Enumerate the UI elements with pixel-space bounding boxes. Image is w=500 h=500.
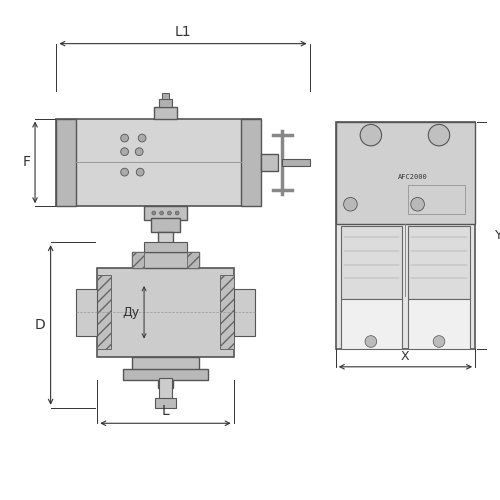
Bar bbox=[56, 118, 76, 206]
Circle shape bbox=[168, 211, 172, 215]
Text: F: F bbox=[22, 156, 30, 170]
Bar bbox=[56, 118, 261, 206]
Circle shape bbox=[120, 134, 128, 142]
Bar bbox=[122, 369, 208, 380]
Bar bbox=[154, 318, 177, 326]
Bar bbox=[151, 218, 180, 232]
Bar bbox=[187, 252, 198, 268]
Bar bbox=[144, 206, 187, 220]
Bar bbox=[220, 276, 234, 349]
Bar bbox=[76, 289, 98, 336]
Text: L: L bbox=[162, 404, 170, 418]
Bar bbox=[154, 279, 177, 287]
Bar bbox=[340, 226, 402, 298]
Circle shape bbox=[136, 168, 144, 176]
Bar bbox=[340, 298, 402, 350]
Bar bbox=[242, 118, 261, 206]
Bar bbox=[154, 107, 177, 118]
Circle shape bbox=[152, 211, 156, 215]
Text: X: X bbox=[401, 350, 409, 363]
Bar bbox=[132, 357, 198, 370]
Bar bbox=[132, 252, 144, 268]
Bar bbox=[282, 158, 310, 166]
Bar bbox=[336, 122, 475, 350]
Bar bbox=[261, 154, 278, 171]
Bar bbox=[408, 185, 466, 214]
Circle shape bbox=[138, 134, 146, 142]
Bar bbox=[155, 398, 176, 407]
Circle shape bbox=[433, 336, 445, 347]
Circle shape bbox=[136, 148, 143, 156]
Circle shape bbox=[428, 124, 450, 146]
Circle shape bbox=[411, 198, 424, 211]
Bar bbox=[336, 122, 475, 224]
Bar bbox=[234, 289, 255, 336]
Circle shape bbox=[365, 336, 376, 347]
Bar bbox=[154, 338, 177, 345]
Text: Ду: Ду bbox=[122, 306, 139, 319]
Circle shape bbox=[175, 211, 179, 215]
Circle shape bbox=[120, 148, 128, 156]
Bar bbox=[132, 252, 198, 268]
Bar bbox=[158, 378, 172, 400]
Bar bbox=[158, 99, 172, 107]
Text: Y: Y bbox=[496, 229, 500, 242]
Bar bbox=[408, 298, 470, 350]
Bar bbox=[98, 268, 234, 357]
Circle shape bbox=[120, 168, 128, 176]
Bar bbox=[156, 283, 174, 342]
Circle shape bbox=[360, 124, 382, 146]
Bar bbox=[408, 226, 470, 298]
Text: D: D bbox=[35, 318, 45, 332]
Bar bbox=[162, 94, 170, 99]
Bar bbox=[98, 276, 111, 349]
Text: AFC2000: AFC2000 bbox=[398, 174, 428, 180]
Circle shape bbox=[160, 211, 164, 215]
Bar bbox=[154, 298, 177, 306]
Bar bbox=[144, 242, 187, 252]
Circle shape bbox=[344, 198, 357, 211]
Text: L1: L1 bbox=[174, 25, 192, 39]
Bar bbox=[158, 232, 174, 388]
